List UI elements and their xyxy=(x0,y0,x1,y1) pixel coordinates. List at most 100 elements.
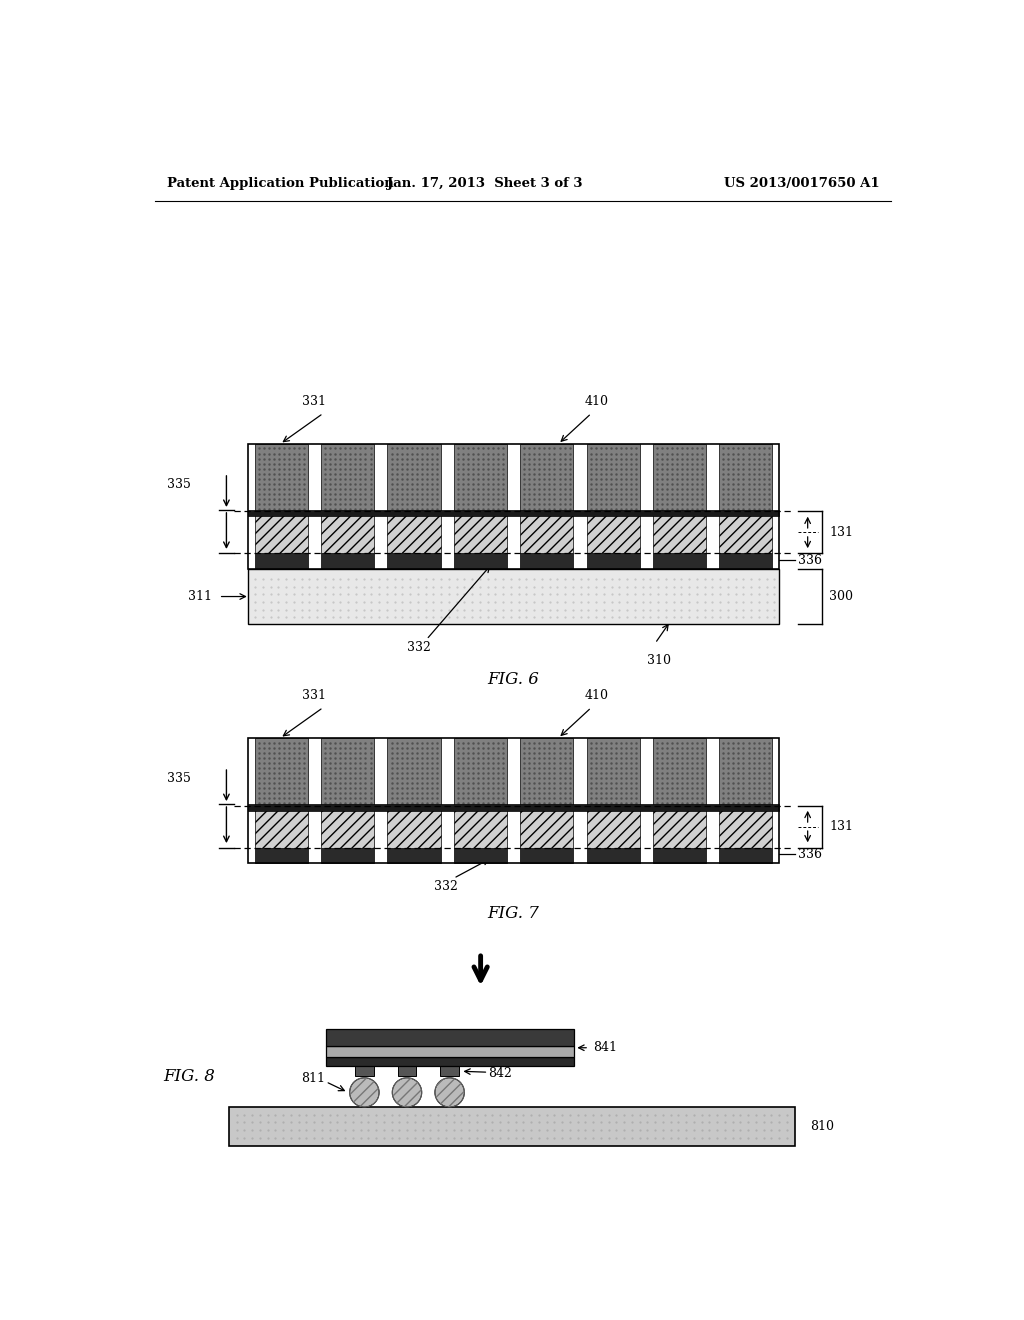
Text: 332: 332 xyxy=(407,640,430,653)
Bar xyxy=(653,444,706,513)
Bar xyxy=(573,738,587,863)
Bar xyxy=(322,444,374,513)
Bar xyxy=(255,444,308,513)
Bar xyxy=(706,738,719,863)
Bar xyxy=(640,738,653,863)
Bar xyxy=(719,513,772,553)
Text: 841: 841 xyxy=(593,1041,617,1055)
Text: Patent Application Publication: Patent Application Publication xyxy=(167,177,393,190)
Text: 335: 335 xyxy=(167,772,190,785)
Text: 131: 131 xyxy=(829,820,853,833)
Bar xyxy=(248,738,779,863)
Bar xyxy=(387,444,440,513)
Bar xyxy=(440,738,454,863)
Bar xyxy=(640,444,653,569)
Bar xyxy=(308,444,322,569)
Bar xyxy=(454,444,507,513)
Bar xyxy=(573,444,587,569)
Bar xyxy=(322,513,374,553)
Bar xyxy=(587,553,640,569)
Bar xyxy=(255,847,308,863)
Text: FIG. 8: FIG. 8 xyxy=(163,1068,215,1085)
Bar xyxy=(454,808,507,847)
Bar xyxy=(397,1067,417,1076)
Bar xyxy=(387,808,440,847)
Bar xyxy=(322,553,374,569)
Text: 131: 131 xyxy=(829,525,853,539)
Bar xyxy=(255,808,308,847)
Bar xyxy=(653,738,706,808)
Bar xyxy=(507,444,520,569)
Bar xyxy=(719,738,772,808)
Bar xyxy=(719,808,772,847)
Text: 332: 332 xyxy=(434,879,458,892)
Bar xyxy=(520,847,573,863)
Circle shape xyxy=(435,1077,464,1107)
Bar xyxy=(387,847,440,863)
Text: 331: 331 xyxy=(302,395,326,408)
Text: 336: 336 xyxy=(799,554,822,566)
Bar xyxy=(587,738,640,808)
Bar xyxy=(454,513,507,553)
Bar xyxy=(440,444,454,569)
Text: 811: 811 xyxy=(302,1072,326,1085)
Bar xyxy=(326,1030,573,1047)
Text: 336: 336 xyxy=(799,847,822,861)
Bar xyxy=(255,513,308,553)
Bar xyxy=(772,738,779,863)
Bar xyxy=(653,553,706,569)
Bar xyxy=(322,738,374,808)
Bar xyxy=(248,569,779,624)
Bar xyxy=(374,738,387,863)
Bar xyxy=(719,847,772,863)
Text: 300: 300 xyxy=(829,590,853,603)
Bar xyxy=(719,553,772,569)
Text: 331: 331 xyxy=(302,689,326,702)
Bar xyxy=(520,444,573,513)
Bar xyxy=(255,738,308,808)
Bar xyxy=(587,513,640,553)
Circle shape xyxy=(392,1077,422,1107)
Bar xyxy=(520,738,573,808)
Bar xyxy=(387,738,440,808)
Bar xyxy=(772,444,779,569)
Text: 842: 842 xyxy=(488,1067,512,1080)
Bar xyxy=(326,1057,573,1067)
Bar xyxy=(587,847,640,863)
Text: US 2013/0017650 A1: US 2013/0017650 A1 xyxy=(724,177,880,190)
Text: FIG. 7: FIG. 7 xyxy=(487,904,540,921)
Bar xyxy=(719,444,772,513)
Bar xyxy=(440,1067,459,1076)
Bar xyxy=(507,738,520,863)
Bar xyxy=(248,444,779,569)
Bar xyxy=(322,808,374,847)
Bar xyxy=(387,513,440,553)
Bar xyxy=(653,513,706,553)
Bar xyxy=(355,1067,374,1076)
Bar xyxy=(374,444,387,569)
Bar xyxy=(653,847,706,863)
Text: 335: 335 xyxy=(167,478,190,491)
Circle shape xyxy=(349,1077,379,1107)
Bar xyxy=(248,804,779,810)
Bar xyxy=(587,808,640,847)
Text: 410: 410 xyxy=(585,395,609,408)
Bar xyxy=(520,513,573,553)
Bar xyxy=(454,847,507,863)
Text: 310: 310 xyxy=(647,653,672,667)
Bar xyxy=(454,553,507,569)
Bar xyxy=(653,808,706,847)
Text: 810: 810 xyxy=(810,1119,834,1133)
Bar xyxy=(520,808,573,847)
Bar xyxy=(255,553,308,569)
Bar xyxy=(387,553,440,569)
Bar xyxy=(248,510,779,516)
Text: 410: 410 xyxy=(585,689,609,702)
Bar xyxy=(706,444,719,569)
Bar xyxy=(248,444,255,569)
Bar xyxy=(520,553,573,569)
Text: 311: 311 xyxy=(188,590,212,603)
Text: FIG. 6: FIG. 6 xyxy=(487,671,540,688)
Bar xyxy=(587,444,640,513)
Bar xyxy=(248,738,255,863)
